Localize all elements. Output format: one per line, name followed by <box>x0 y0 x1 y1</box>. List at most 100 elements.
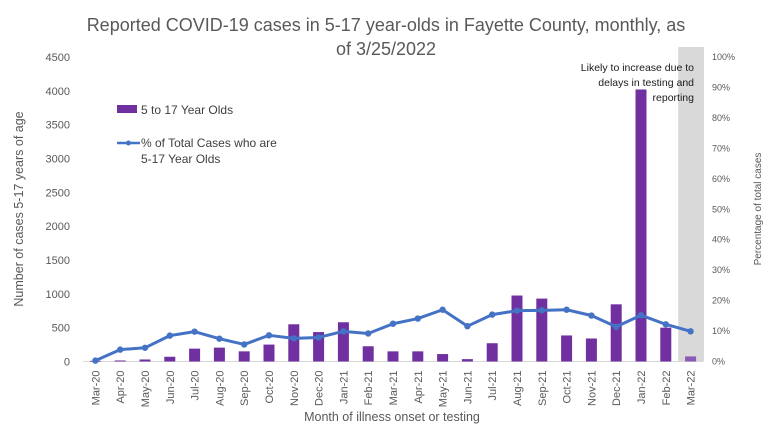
x-tick-label: Apr-21 <box>413 371 425 404</box>
y2-tick-label: 20% <box>712 296 730 306</box>
y-tick-label: 3500 <box>46 120 70 132</box>
bar <box>585 338 597 362</box>
x-tick-label: Nov-20 <box>289 371 301 406</box>
line-point <box>588 312 595 319</box>
y-tick-label: 500 <box>52 323 70 335</box>
bar <box>362 346 374 362</box>
x-tick-label: Nov-21 <box>586 371 598 406</box>
bar <box>139 359 151 362</box>
chart-title-line-1: Reported COVID-19 cases in 5-17 year-old… <box>87 15 686 35</box>
bar <box>635 89 647 362</box>
x-tick-label: Sep-20 <box>239 371 251 406</box>
bar <box>238 351 250 362</box>
bar <box>437 354 449 362</box>
y2-tick-label: 0% <box>712 357 725 367</box>
incomplete-data-shade <box>678 47 704 362</box>
x-tick-label: May-21 <box>438 371 450 408</box>
line-point <box>563 306 570 313</box>
bar <box>461 359 473 362</box>
legend-line-label-2: 5-17 Year Olds <box>141 152 220 166</box>
y-axis-ticks: 0 500 1000 1500 2000 2500 3000 3500 4000 4500 <box>46 52 70 369</box>
y2-tick-label: 30% <box>712 265 730 275</box>
line-point <box>414 315 421 322</box>
line-point <box>637 312 645 319</box>
annotation-line-2: delays in testing and <box>598 77 694 89</box>
line-point <box>141 344 149 351</box>
y2-tick-label: 40% <box>712 235 730 245</box>
y2-tick-label: 10% <box>712 326 730 336</box>
x-tick-label: Jun-20 <box>165 371 177 405</box>
y2-tick-label: 80% <box>712 113 730 123</box>
bar <box>288 324 300 362</box>
line-point <box>216 335 223 342</box>
line-point <box>687 328 694 335</box>
x-tick-label: Jul-20 <box>190 371 202 401</box>
x-tick-label: Apr-20 <box>115 371 127 404</box>
line-point <box>513 307 521 314</box>
y-tick-label: 1500 <box>46 255 70 267</box>
x-axis-ticks: Mar-20 Apr-20 May-20 Jun-20 Jul-20 Aug-20 Sep-… <box>90 371 697 408</box>
x-tick-label: Aug-20 <box>214 371 226 406</box>
x-tick-label: Mar-21 <box>388 371 400 406</box>
bar <box>511 295 523 362</box>
y2-tick-label: 100% <box>712 52 735 62</box>
line-point <box>365 330 372 337</box>
y-tick-label: 2500 <box>46 187 70 199</box>
line-point <box>439 306 446 313</box>
line-point <box>191 328 198 335</box>
y-tick-label: 3000 <box>46 154 70 166</box>
x-tick-label: Feb-21 <box>363 371 375 406</box>
chart-title-line-2: of 3/25/2022 <box>336 39 436 59</box>
x-tick-label: Jan-21 <box>338 371 350 405</box>
line-point <box>464 322 471 330</box>
line-point <box>117 346 124 353</box>
y-tick-label: 4000 <box>46 86 70 98</box>
legend: 5 to 17 Year Olds % of Total Cases who a… <box>117 103 277 166</box>
line-series <box>92 306 694 364</box>
x-tick-label: Sep-21 <box>537 371 549 406</box>
bar <box>610 304 622 362</box>
x-tick-label: Jan-22 <box>636 371 648 405</box>
bar <box>486 343 498 362</box>
y-tick-label: 0 <box>64 357 70 369</box>
y2-tick-label: 60% <box>712 174 730 184</box>
line-point <box>613 323 620 330</box>
line-point <box>265 332 273 339</box>
bar <box>536 298 548 362</box>
y2-tick-label: 70% <box>712 143 730 153</box>
line-point <box>92 357 99 364</box>
legend-line-marker <box>126 140 131 146</box>
bar <box>114 360 126 362</box>
x-axis-title: Month of illness onset or testing <box>304 410 480 424</box>
x-tick-label: Feb-22 <box>661 371 673 406</box>
x-tick-label: Dec-20 <box>314 371 326 406</box>
bar <box>561 335 573 362</box>
bar <box>412 351 424 362</box>
x-tick-label: Dec-21 <box>611 371 623 406</box>
y-tick-label: 1000 <box>46 289 70 301</box>
y-tick-label: 4500 <box>46 52 70 64</box>
bar-series <box>89 89 697 362</box>
legend-bar-swatch <box>117 105 137 113</box>
y-axis-title: Number of cases 5-17 years of age <box>12 111 26 306</box>
x-tick-label: Aug-21 <box>512 371 524 406</box>
x-tick-label: Mar-20 <box>90 371 102 406</box>
legend-bar-label: 5 to 17 Year Olds <box>141 103 233 117</box>
x-tick-label: Mar-22 <box>686 371 698 406</box>
line-point <box>489 311 496 318</box>
line-point <box>340 328 347 335</box>
x-tick-label: Oct-21 <box>562 371 574 404</box>
x-tick-label: Jun-21 <box>462 371 474 405</box>
bar <box>660 327 672 362</box>
y2-axis-ticks: 0% 10% 20% 30% 40% 50% 60% 70% 80% 90% 100% <box>712 52 735 367</box>
bar <box>213 347 225 362</box>
annotation: Likely to increase due to delays in test… <box>581 62 694 104</box>
bar <box>387 351 399 362</box>
bar <box>263 344 275 362</box>
bar <box>189 348 201 362</box>
annotation-line-3: reporting <box>653 92 695 104</box>
y2-tick-label: 50% <box>712 204 730 214</box>
line-point <box>662 321 669 328</box>
annotation-line-1: Likely to increase due to <box>581 62 694 74</box>
